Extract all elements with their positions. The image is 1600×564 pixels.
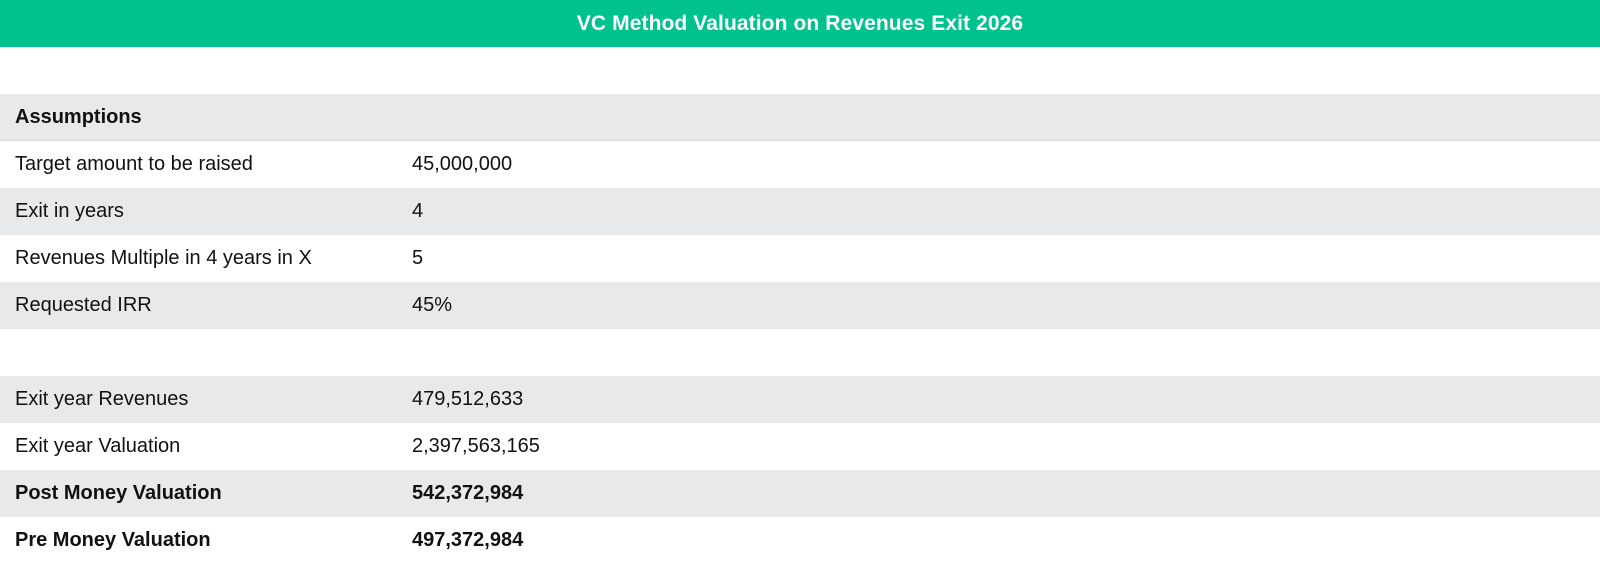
valuation-table: Assumptions Target amount to be raised 4… [0, 47, 1600, 564]
row-label: Requested IRR [15, 294, 152, 316]
pre-money-row: Pre Money Valuation 497,372,984 [0, 517, 1600, 564]
row-value: 497,372,984 [412, 529, 524, 551]
table-row: Exit year Revenues 479,512,633 [0, 376, 1600, 423]
row-value: 5 [412, 247, 424, 269]
table-title-bar: VC Method Valuation on Revenues Exit 202… [0, 0, 1600, 47]
row-value: 4 [412, 200, 424, 222]
table-row: Revenues Multiple in 4 years in X 5 [0, 235, 1600, 282]
row-label: Exit year Valuation [15, 435, 181, 457]
assumptions-heading: Assumptions [15, 105, 142, 128]
table-row: Target amount to be raised 45,000,000 [0, 141, 1600, 188]
row-label: Target amount to be raised [15, 153, 253, 175]
row-label: Exit year Revenues [15, 388, 189, 410]
table-row: Exit year Valuation 2,397,563,165 [0, 423, 1600, 470]
spacer-row [0, 329, 1600, 376]
row-label: Pre Money Valuation [15, 529, 211, 551]
table-row: Requested IRR 45% [0, 282, 1600, 329]
row-value: 479,512,633 [412, 388, 524, 410]
table-title: VC Method Valuation on Revenues Exit 202… [576, 11, 1024, 35]
row-label: Post Money Valuation [15, 482, 222, 504]
assumptions-header-row: Assumptions [0, 94, 1600, 141]
row-value: 2,397,563,165 [412, 435, 540, 457]
table-row: Exit in years 4 [0, 188, 1600, 235]
post-money-row: Post Money Valuation 542,372,984 [0, 470, 1600, 517]
row-value: 45% [412, 294, 453, 316]
row-label: Exit in years [15, 200, 124, 222]
spacer-row [0, 47, 1600, 94]
row-label: Revenues Multiple in 4 years in X [15, 247, 312, 269]
row-value: 45,000,000 [412, 153, 513, 175]
row-value: 542,372,984 [412, 482, 524, 504]
